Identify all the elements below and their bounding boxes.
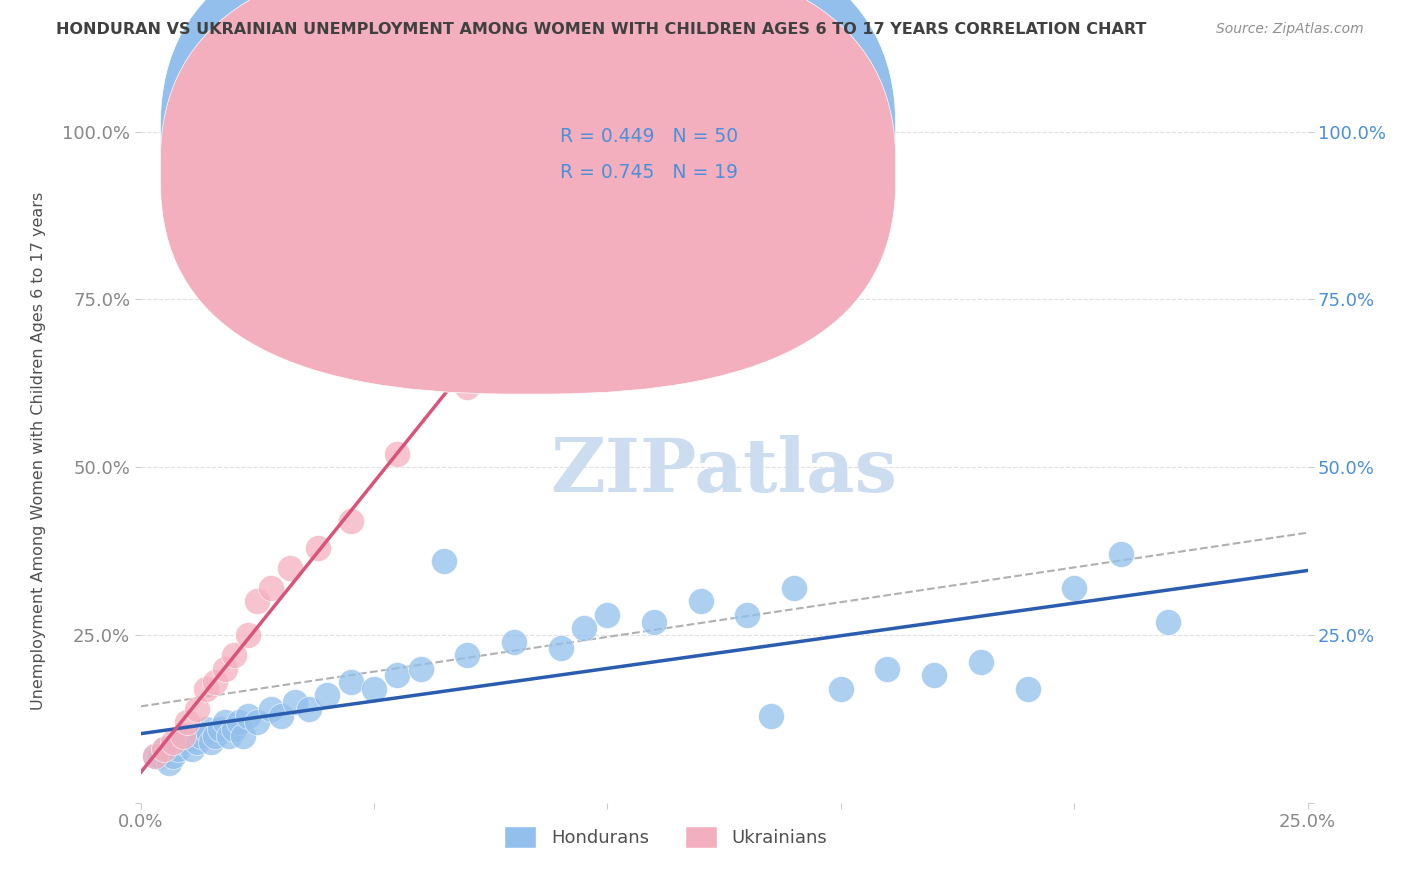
Legend: Hondurans, Ukrainians: Hondurans, Ukrainians [495, 817, 837, 857]
Point [737, 607, 759, 622]
Point [204, 729, 226, 743]
Point [689, 594, 711, 608]
Point [260, 581, 283, 595]
Point [922, 668, 945, 682]
Point [246, 594, 269, 608]
Point [456, 648, 478, 662]
Point [1063, 581, 1085, 595]
Point [316, 689, 339, 703]
Text: HONDURAN VS UKRAINIAN UNEMPLOYMENT AMONG WOMEN WITH CHILDREN AGES 6 TO 17 YEARS : HONDURAN VS UKRAINIAN UNEMPLOYMENT AMONG… [56, 22, 1147, 37]
Point [596, 607, 619, 622]
Point [222, 648, 245, 662]
Point [200, 735, 222, 749]
Point [339, 514, 361, 528]
Point [236, 628, 259, 642]
Point [1156, 615, 1178, 629]
Point [143, 748, 166, 763]
Point [222, 722, 245, 736]
Point [153, 742, 176, 756]
Point [186, 735, 208, 749]
Point [783, 581, 806, 595]
Point [167, 742, 190, 756]
Point [194, 681, 217, 696]
Point [176, 729, 198, 743]
Point [409, 662, 432, 676]
Point [363, 681, 385, 696]
Text: ZIPatlas: ZIPatlas [551, 435, 897, 508]
Point [148, 748, 170, 763]
Point [643, 125, 665, 139]
Point [236, 708, 259, 723]
Point [456, 380, 478, 394]
Point [1017, 681, 1039, 696]
Point [246, 715, 269, 730]
Point [387, 668, 409, 682]
Point [157, 756, 180, 770]
Point [162, 748, 184, 763]
Point [503, 634, 526, 648]
Point [643, 615, 665, 629]
Point [298, 702, 321, 716]
Point [876, 662, 898, 676]
Text: R = 0.745   N = 19: R = 0.745 N = 19 [560, 162, 738, 182]
Y-axis label: Unemployment Among Women with Children Ages 6 to 17 years: Unemployment Among Women with Children A… [31, 192, 45, 709]
Point [433, 554, 456, 568]
Point [153, 742, 176, 756]
Point [550, 641, 572, 656]
Point [214, 715, 236, 730]
Point [181, 742, 204, 756]
Point [176, 715, 198, 730]
Point [284, 695, 307, 709]
Point [270, 708, 292, 723]
Point [162, 735, 184, 749]
Point [172, 729, 194, 743]
Text: Source: ZipAtlas.com: Source: ZipAtlas.com [1216, 22, 1364, 37]
FancyBboxPatch shape [160, 0, 896, 394]
Point [143, 748, 166, 763]
Point [204, 675, 226, 690]
Point [260, 702, 283, 716]
Point [387, 447, 409, 461]
Point [190, 729, 212, 743]
Text: R = 0.449   N = 50: R = 0.449 N = 50 [560, 128, 738, 146]
Point [218, 729, 240, 743]
Point [278, 561, 301, 575]
Point [339, 675, 361, 690]
FancyBboxPatch shape [491, 112, 830, 201]
Point [1109, 548, 1132, 562]
Point [186, 702, 208, 716]
Point [214, 662, 236, 676]
Point [232, 729, 254, 743]
Point [307, 541, 329, 555]
Point [172, 735, 194, 749]
Point [208, 722, 231, 736]
Point [759, 708, 782, 723]
Point [572, 621, 595, 635]
Point [830, 681, 852, 696]
Point [970, 655, 993, 669]
FancyBboxPatch shape [160, 0, 896, 359]
Point [194, 722, 217, 736]
Point [228, 715, 250, 730]
